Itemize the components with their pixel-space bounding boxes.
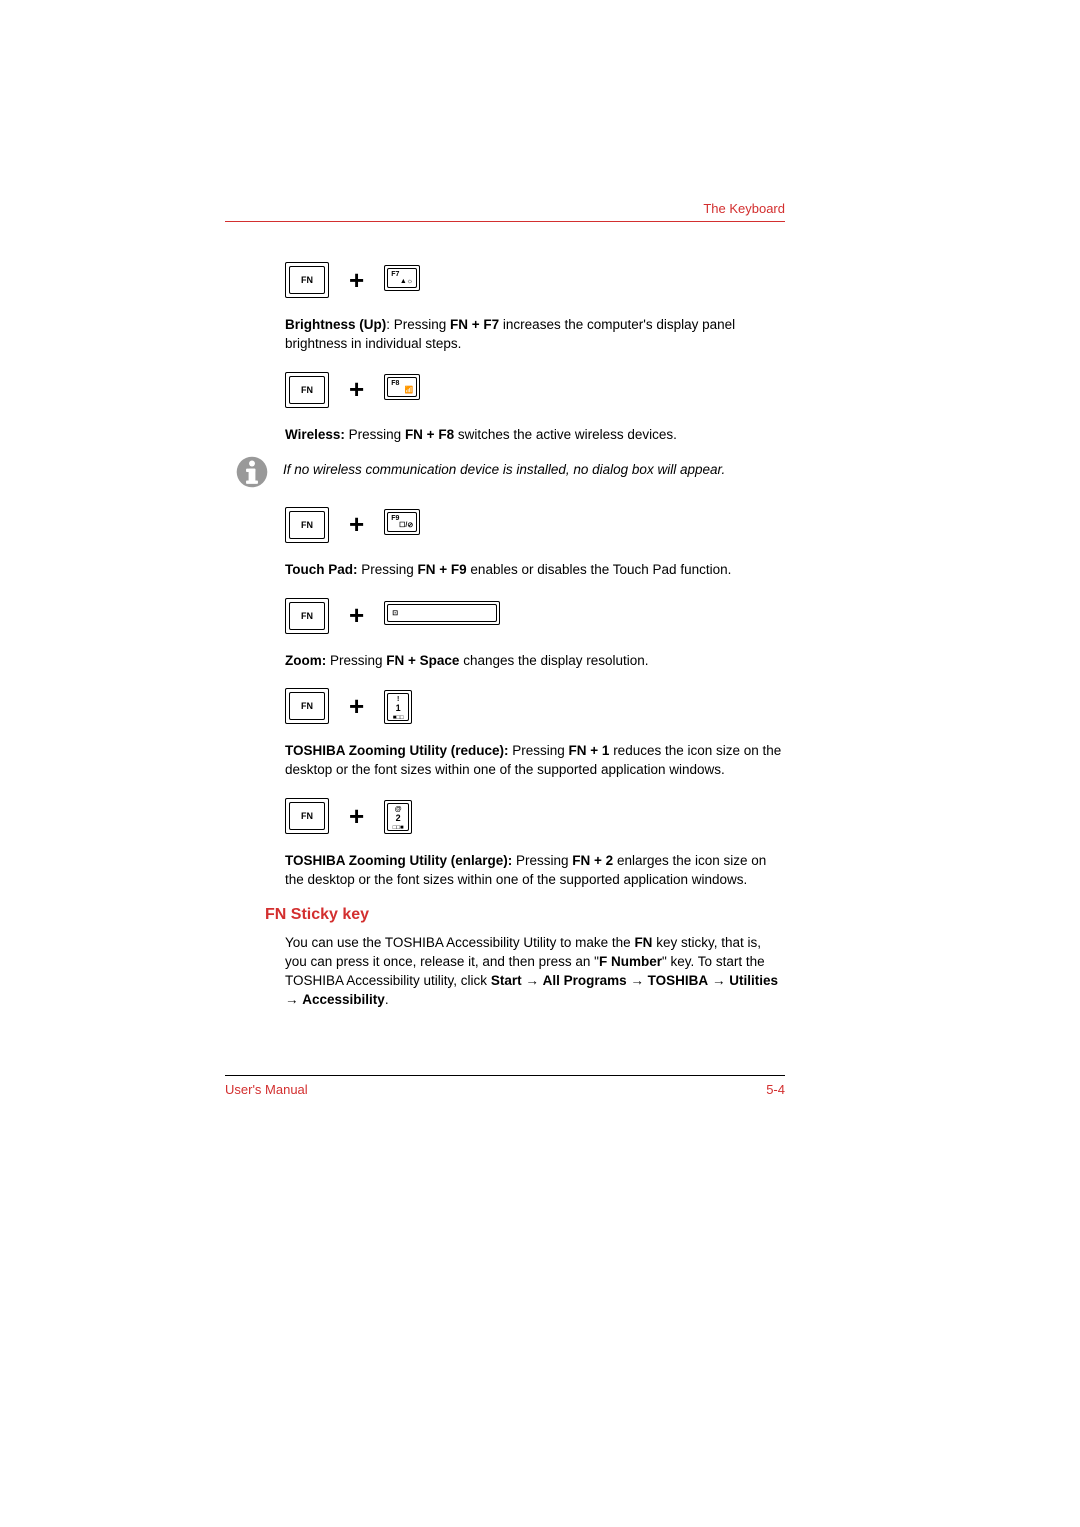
enlarge-icon: □□■ <box>393 825 404 831</box>
shortcut-reduce: FN + ! 1 ■□□ <box>285 688 785 724</box>
sticky-desc: You can use the TOSHIBA Accessibility Ut… <box>285 934 785 1010</box>
shortcut-zoom: FN + ⊡ <box>285 598 785 634</box>
info-icon <box>235 455 269 489</box>
arrow-icon: → <box>525 973 539 988</box>
page-content: The Keyboard FN + F7 ▲☼ Brightness (Up):… <box>225 200 785 1010</box>
reduce-desc: TOSHIBA Zooming Utility (reduce): Pressi… <box>285 742 785 780</box>
wireless-note-text: If no wireless communication device is i… <box>283 455 725 480</box>
wireless-icon: 📶 <box>404 386 413 394</box>
fn-key: FN <box>285 372 329 408</box>
page-header-title: The Keyboard <box>703 201 785 216</box>
brightness-title: Brightness (Up) <box>285 317 386 332</box>
fn-key-label: FN <box>289 266 325 294</box>
arrow-icon: → <box>712 973 726 988</box>
fn-key: FN <box>285 688 329 724</box>
f9-key: F9 ☐/⊘ <box>384 509 420 540</box>
f8-label: F8 <box>391 380 399 387</box>
arrow-icon: → <box>630 973 644 988</box>
shortcut-enlarge: FN + @ 2 □□■ <box>285 798 785 834</box>
f7-key: F7 ▲☼ <box>384 265 420 296</box>
sticky-heading: FN Sticky key <box>265 906 785 924</box>
fn-key: FN <box>285 598 329 634</box>
page-header-rule: The Keyboard <box>225 200 785 222</box>
shortcut-brightness-up: FN + F7 ▲☼ <box>285 262 785 298</box>
plus-icon: + <box>349 374 364 405</box>
wireless-note: If no wireless communication device is i… <box>235 455 785 489</box>
zoom-icon: ⊡ <box>392 609 398 617</box>
plus-icon: + <box>349 801 364 832</box>
f7-label: F7 <box>391 271 399 278</box>
plus-icon: + <box>349 691 364 722</box>
page-footer: User's Manual 5-4 <box>225 1075 785 1097</box>
plus-icon: + <box>349 509 364 540</box>
fn-key: FN <box>285 507 329 543</box>
space-key: ⊡ <box>384 601 500 630</box>
plus-icon: + <box>349 600 364 631</box>
enlarge-desc: TOSHIBA Zooming Utility (enlarge): Press… <box>285 852 785 890</box>
wireless-desc: Wireless: Pressing FN + F8 switches the … <box>285 426 785 445</box>
f8-key: F8 📶 <box>384 374 420 405</box>
zoom-desc: Zoom: Pressing FN + Space changes the di… <box>285 652 785 671</box>
fn-key: FN <box>285 262 329 298</box>
arrow-icon: → <box>285 992 299 1007</box>
footer-manual: User's Manual <box>225 1082 308 1097</box>
two-key: @ 2 □□■ <box>384 798 412 834</box>
touchpad-icon: ☐/⊘ <box>399 521 413 529</box>
fn-key: FN <box>285 798 329 834</box>
brightness-desc: Brightness (Up): Pressing FN + F7 increa… <box>285 316 785 354</box>
shortcut-wireless: FN + F8 📶 <box>285 372 785 408</box>
shortcut-touchpad: FN + F9 ☐/⊘ <box>285 507 785 543</box>
touchpad-desc: Touch Pad: Pressing FN + F9 enables or d… <box>285 561 785 580</box>
footer-page-number: 5-4 <box>766 1082 785 1097</box>
reduce-icon: ■□□ <box>393 715 404 721</box>
one-key: ! 1 ■□□ <box>384 688 412 724</box>
brightness-up-icon: ▲☼ <box>400 278 413 285</box>
plus-icon: + <box>349 265 364 296</box>
